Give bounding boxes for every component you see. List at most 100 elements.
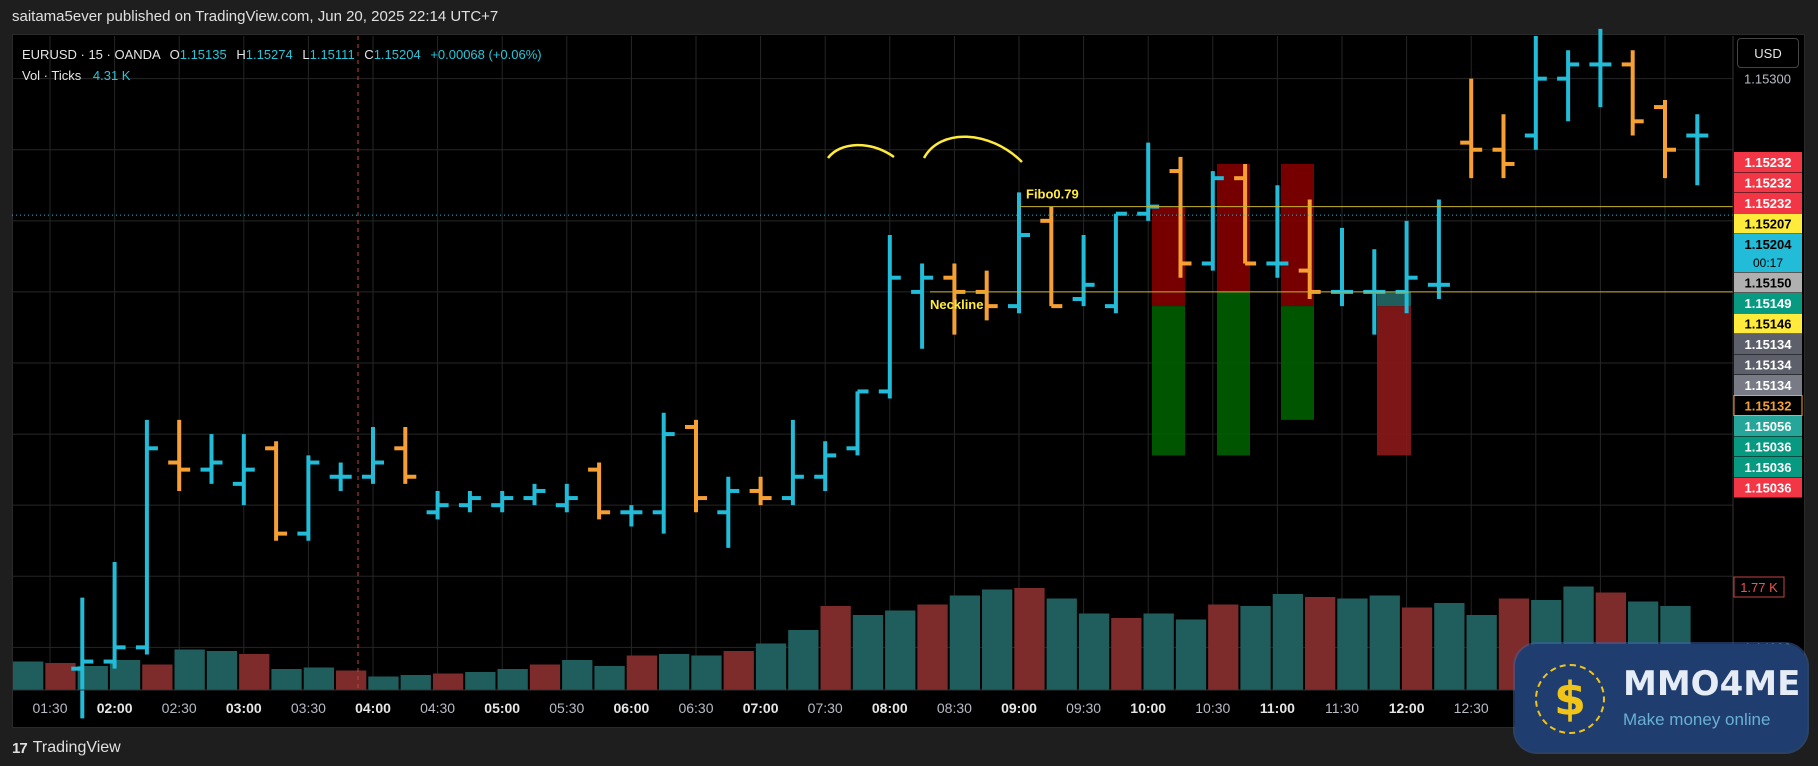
shoulder-arc-left[interactable]: [827, 143, 895, 159]
price-tag[interactable]: 1.15134: [1734, 334, 1802, 354]
ohlc-bar[interactable]: [975, 270, 998, 321]
price-tag[interactable]: 1.15036: [1734, 436, 1802, 457]
ohlc-bar[interactable]: [781, 419, 804, 506]
ohlc-bar[interactable]: [1654, 99, 1676, 179]
ohlc-bar[interactable]: [555, 483, 578, 513]
volume-tag-bg: [1733, 576, 1785, 598]
volume-bar: [1272, 594, 1303, 690]
ohlc-bar[interactable]: [878, 235, 901, 399]
ohlc-bar[interactable]: [135, 419, 158, 655]
volume-label[interactable]: Vol · Ticks: [22, 68, 82, 83]
ohlc-bar[interactable]: [749, 476, 772, 506]
ohlc-bar[interactable]: [458, 490, 481, 513]
ohlc-bar[interactable]: [1266, 185, 1289, 278]
volume-bar: [239, 654, 270, 690]
ohlc-bar[interactable]: [1234, 163, 1257, 266]
ohlc-bar[interactable]: [1331, 227, 1353, 307]
ohlc-bar[interactable]: [394, 426, 417, 484]
ohlc-bar[interactable]: [1557, 50, 1580, 122]
volume-tag[interactable]: 1.77 K: [1733, 576, 1785, 598]
price-tag-bg: [1734, 293, 1802, 313]
price-tag[interactable]: 1.15146: [1734, 313, 1802, 334]
price-tag[interactable]: 1.15134: [1734, 354, 1802, 375]
demand-zone-block: [1281, 306, 1314, 420]
price-tag-text: 1.15134: [1745, 358, 1793, 373]
ohlc-bar[interactable]: [814, 441, 837, 491]
price-tag-text: 1.15204: [1745, 237, 1793, 252]
ohlc-bar[interactable]: [1201, 171, 1224, 271]
high-label: H: [236, 47, 246, 62]
price-tag[interactable]: 1.15150: [1734, 272, 1802, 293]
time-axis-label: 09:30: [1066, 700, 1101, 716]
ohlc-bar[interactable]: [265, 441, 288, 541]
volume-row: Vol · Ticks 4.31 K: [22, 65, 542, 86]
tradingview-logo[interactable]: 17 TradingView: [12, 737, 121, 759]
ohlc-bar[interactable]: [1460, 78, 1483, 179]
ohlc-bar[interactable]: [1072, 235, 1095, 307]
price-tag[interactable]: 1.15134: [1734, 375, 1802, 395]
ohlc-bar[interactable]: [491, 490, 514, 513]
ohlc-bar[interactable]: [103, 562, 126, 669]
price-tag[interactable]: 1.15036: [1734, 457, 1802, 477]
ohlc-bar[interactable]: [329, 462, 352, 491]
ohlc-bar[interactable]: [652, 412, 675, 534]
ohlc-bar[interactable]: [1524, 36, 1547, 150]
volume-bar: [142, 664, 173, 690]
volume-bar: [1434, 603, 1465, 690]
ohlc-bar[interactable]: [200, 434, 223, 484]
price-tag[interactable]: 1.15232: [1734, 193, 1802, 213]
ohlc-bar[interactable]: [1492, 114, 1515, 179]
price-tag[interactable]: 1.15232: [1734, 152, 1802, 172]
price-tag[interactable]: 1.15204 00:17: [1734, 234, 1802, 272]
ohlc-bar[interactable]: [523, 483, 546, 506]
time-axis-label: 04:30: [420, 700, 455, 716]
ohlc-bar[interactable]: [717, 476, 740, 548]
price-tag-bg: [1734, 457, 1802, 477]
price-tag[interactable]: 1.15132: [1733, 395, 1803, 416]
ohlc-bar[interactable]: [426, 490, 449, 520]
ohlc-bar[interactable]: [620, 505, 643, 527]
ohlc-bar[interactable]: [1040, 206, 1063, 309]
price-tag-text: 1.15132: [1745, 399, 1792, 414]
ohlc-bar[interactable]: [588, 462, 611, 520]
volume-bar: [13, 661, 44, 690]
head-arc[interactable]: [922, 135, 1023, 163]
price-tags: 1.15232 1.15232 1.15232 1.15207 1.15204 00:17…: [1733, 152, 1803, 598]
ohlc-bar[interactable]: [1104, 211, 1127, 314]
ohlc-bar[interactable]: [1621, 50, 1644, 136]
volume-bar: [497, 669, 528, 690]
price-tag-text: 1.15232: [1745, 155, 1792, 170]
ohlc-bar[interactable]: [1008, 192, 1030, 314]
symbol-name[interactable]: EURUSD · 15 · OANDA: [22, 47, 160, 62]
grid: [12, 36, 1733, 690]
volume-bar: [885, 610, 916, 690]
ohlc-bar[interactable]: [362, 426, 384, 484]
low-value: 1.15111: [309, 47, 355, 62]
price-tag[interactable]: 1.15036: [1734, 477, 1802, 498]
volume-bar: [206, 651, 238, 690]
ohlc-bar[interactable]: [685, 419, 707, 513]
ohlc-bar[interactable]: [846, 389, 869, 456]
ohlc-bar[interactable]: [1427, 199, 1450, 300]
price-tag[interactable]: 1.15056: [1734, 416, 1802, 436]
ohlc-bar[interactable]: [297, 455, 320, 541]
ohlc-bar[interactable]: [71, 597, 94, 719]
ohlc-bar[interactable]: [168, 419, 191, 491]
price-tag[interactable]: 1.15207: [1734, 213, 1802, 234]
ohlc-bar[interactable]: [911, 263, 934, 349]
price-tag-bg: [1734, 272, 1802, 293]
ohlc-bar[interactable]: [1169, 156, 1192, 278]
volume-bar: [1337, 598, 1368, 690]
neckline-label: Neckline: [930, 297, 983, 312]
price-tag[interactable]: 1.15232: [1734, 172, 1802, 193]
currency-button[interactable]: USD: [1737, 38, 1799, 68]
open-label: O: [169, 47, 180, 62]
volume-bar: [562, 660, 593, 690]
ohlc-bar[interactable]: [1686, 114, 1709, 186]
price-tag-text: 1.15036: [1745, 460, 1792, 475]
time-axis-label: 01:30: [32, 700, 67, 716]
ohlc-bar[interactable]: [232, 434, 255, 506]
volume-bar: [400, 675, 431, 690]
price-tag[interactable]: 1.15149: [1734, 293, 1802, 313]
ohlc-bar[interactable]: [1589, 28, 1612, 108]
